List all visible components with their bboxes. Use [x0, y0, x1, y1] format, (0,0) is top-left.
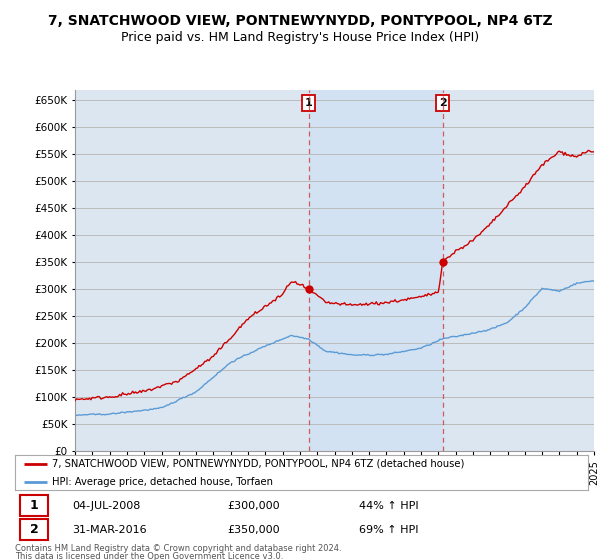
Text: This data is licensed under the Open Government Licence v3.0.: This data is licensed under the Open Gov…: [15, 552, 283, 560]
Text: 7, SNATCHWOOD VIEW, PONTNEWYNYDD, PONTYPOOL, NP4 6TZ: 7, SNATCHWOOD VIEW, PONTNEWYNYDD, PONTYP…: [47, 14, 553, 28]
Text: HPI: Average price, detached house, Torfaen: HPI: Average price, detached house, Torf…: [52, 477, 273, 487]
Text: 2: 2: [29, 523, 38, 536]
Text: Contains HM Land Registry data © Crown copyright and database right 2024.: Contains HM Land Registry data © Crown c…: [15, 544, 341, 553]
FancyBboxPatch shape: [20, 519, 48, 540]
Text: 04-JUL-2008: 04-JUL-2008: [73, 501, 140, 511]
Text: £300,000: £300,000: [227, 501, 280, 511]
FancyBboxPatch shape: [20, 495, 48, 516]
Text: 69% ↑ HPI: 69% ↑ HPI: [359, 525, 418, 535]
Text: 31-MAR-2016: 31-MAR-2016: [73, 525, 147, 535]
Text: 7, SNATCHWOOD VIEW, PONTNEWYNYDD, PONTYPOOL, NP4 6TZ (detached house): 7, SNATCHWOOD VIEW, PONTNEWYNYDD, PONTYP…: [52, 459, 464, 469]
Bar: [308, 90, 443, 451]
Text: 2: 2: [439, 98, 446, 108]
Text: £350,000: £350,000: [227, 525, 280, 535]
Text: 1: 1: [305, 98, 313, 108]
Text: 44% ↑ HPI: 44% ↑ HPI: [359, 501, 418, 511]
Text: 1: 1: [29, 499, 38, 512]
Text: Price paid vs. HM Land Registry's House Price Index (HPI): Price paid vs. HM Land Registry's House …: [121, 31, 479, 44]
